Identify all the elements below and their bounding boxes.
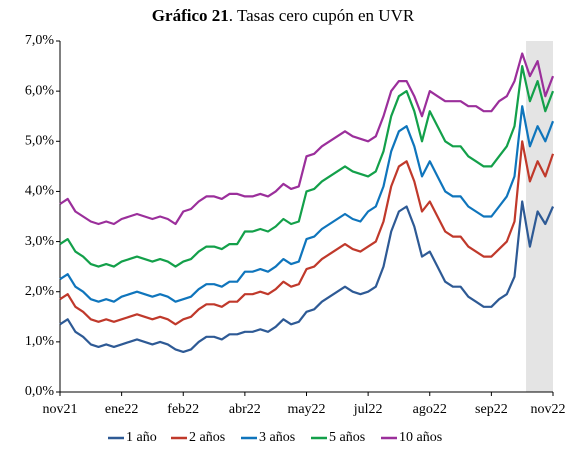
- title-bold: Gráfico 21: [152, 6, 229, 25]
- series-line: [59, 200, 555, 353]
- x-tick-label: nov21: [43, 402, 78, 417]
- x-tick-label: ene22: [105, 402, 138, 417]
- series-line: [59, 140, 555, 326]
- series-line: [59, 105, 555, 303]
- title-rest: . Tasas cero cupón en UVR: [229, 6, 415, 25]
- y-tick-label: 0,0%: [25, 384, 55, 399]
- legend-label: 1 año: [126, 430, 157, 445]
- legend-label: 10 años: [399, 430, 442, 445]
- y-tick-label: 4,0%: [25, 184, 55, 199]
- y-tick-label: 6,0%: [25, 83, 55, 98]
- y-tick-label: 7,0%: [25, 33, 55, 48]
- x-tick-label: feb22: [167, 402, 199, 417]
- legend: 1 año 2 años 3 años 5 años 10 años: [108, 430, 442, 445]
- y-tick-label: 1,0%: [25, 334, 55, 349]
- y-tick-label: 2,0%: [25, 284, 55, 299]
- y-tick-label: 5,0%: [25, 134, 55, 149]
- x-tick-label: may22: [287, 402, 325, 417]
- y-tick-label: 3,0%: [25, 234, 55, 249]
- x-tick-label: abr22: [229, 402, 261, 417]
- x-tick-label: sep22: [475, 402, 508, 417]
- legend-label: 5 años: [329, 430, 365, 445]
- legend-label: 3 años: [259, 430, 295, 445]
- chart-title: Gráfico 21. Tasas cero cupón en UVR: [152, 6, 415, 25]
- series-line: [59, 65, 555, 268]
- x-tick-label: ago22: [413, 402, 447, 417]
- series-line: [59, 52, 555, 226]
- x-tick-label: jul22: [353, 402, 383, 417]
- legend-label: 2 años: [189, 430, 225, 445]
- x-tick-label: nov22: [531, 402, 566, 417]
